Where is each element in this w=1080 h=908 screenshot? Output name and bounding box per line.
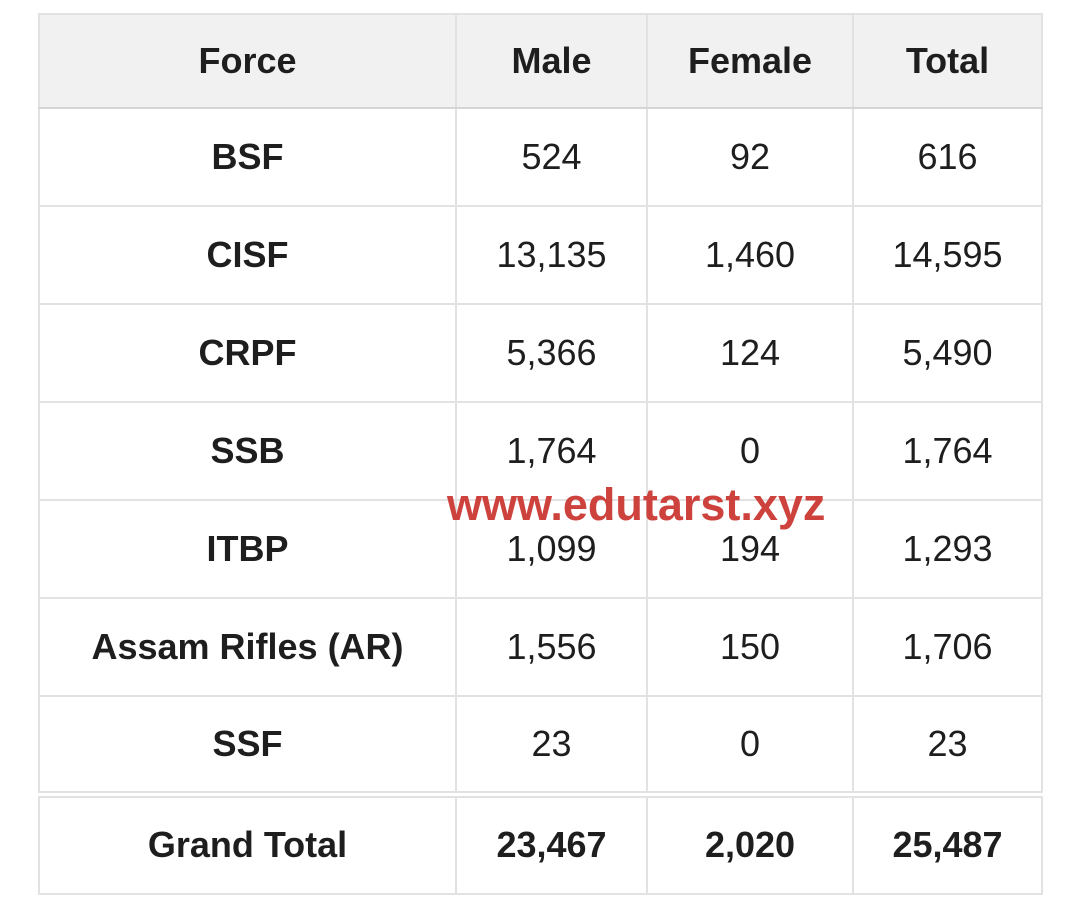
female-cell: 1,460 <box>646 205 854 305</box>
total-cell: 1,764 <box>852 401 1043 501</box>
female-cell: 0 <box>646 695 854 795</box>
male-cell: 13,135 <box>455 205 648 305</box>
column-header-total: Total <box>852 13 1043 109</box>
force-cell: CRPF <box>38 303 457 403</box>
force-statistics-table: Force Male Female Total BSF 524 92 616 C… <box>38 13 1043 895</box>
table-footer: Grand Total 23,467 2,020 25,487 <box>38 790 1043 895</box>
grand-total-label: Grand Total <box>38 790 457 895</box>
female-cell: 124 <box>646 303 854 403</box>
total-cell: 23 <box>852 695 1043 795</box>
female-cell: 150 <box>646 597 854 697</box>
total-cell: 1,706 <box>852 597 1043 697</box>
table-header: Force Male Female Total <box>38 13 1043 109</box>
male-cell: 5,366 <box>455 303 648 403</box>
female-cell: 0 <box>646 401 854 501</box>
force-cell: CISF <box>38 205 457 305</box>
female-cell: 194 <box>646 499 854 599</box>
grand-total-female: 2,020 <box>646 790 854 895</box>
column-header-female: Female <box>646 13 854 109</box>
table-row-itbp: ITBP 1,099 194 1,293 <box>38 499 1043 599</box>
female-cell: 92 <box>646 107 854 207</box>
male-cell: 1,556 <box>455 597 648 697</box>
force-cell: Assam Rifles (AR) <box>38 597 457 697</box>
table-row-ssf: SSF 23 0 23 <box>38 695 1043 795</box>
column-header-male: Male <box>455 13 648 109</box>
total-cell: 616 <box>852 107 1043 207</box>
force-cell: SSF <box>38 695 457 795</box>
grand-total-male: 23,467 <box>455 790 648 895</box>
total-cell: 1,293 <box>852 499 1043 599</box>
column-header-force: Force <box>38 13 457 109</box>
male-cell: 1,764 <box>455 401 648 501</box>
force-cell: SSB <box>38 401 457 501</box>
table-row-ssb: SSB 1,764 0 1,764 <box>38 401 1043 501</box>
total-cell: 5,490 <box>852 303 1043 403</box>
male-cell: 524 <box>455 107 648 207</box>
table-row-crpf: CRPF 5,366 124 5,490 <box>38 303 1043 403</box>
grand-total-total: 25,487 <box>852 790 1043 895</box>
table-row-assam-rifles: Assam Rifles (AR) 1,556 150 1,706 <box>38 597 1043 697</box>
force-cell: ITBP <box>38 499 457 599</box>
male-cell: 23 <box>455 695 648 795</box>
header-row: Force Male Female Total <box>38 13 1043 109</box>
force-cell: BSF <box>38 107 457 207</box>
total-cell: 14,595 <box>852 205 1043 305</box>
table-body: BSF 524 92 616 CISF 13,135 1,460 14,595 … <box>38 107 1043 795</box>
male-cell: 1,099 <box>455 499 648 599</box>
table-row-cisf: CISF 13,135 1,460 14,595 <box>38 205 1043 305</box>
grand-total-row: Grand Total 23,467 2,020 25,487 <box>38 790 1043 895</box>
table-row-bsf: BSF 524 92 616 <box>38 107 1043 207</box>
